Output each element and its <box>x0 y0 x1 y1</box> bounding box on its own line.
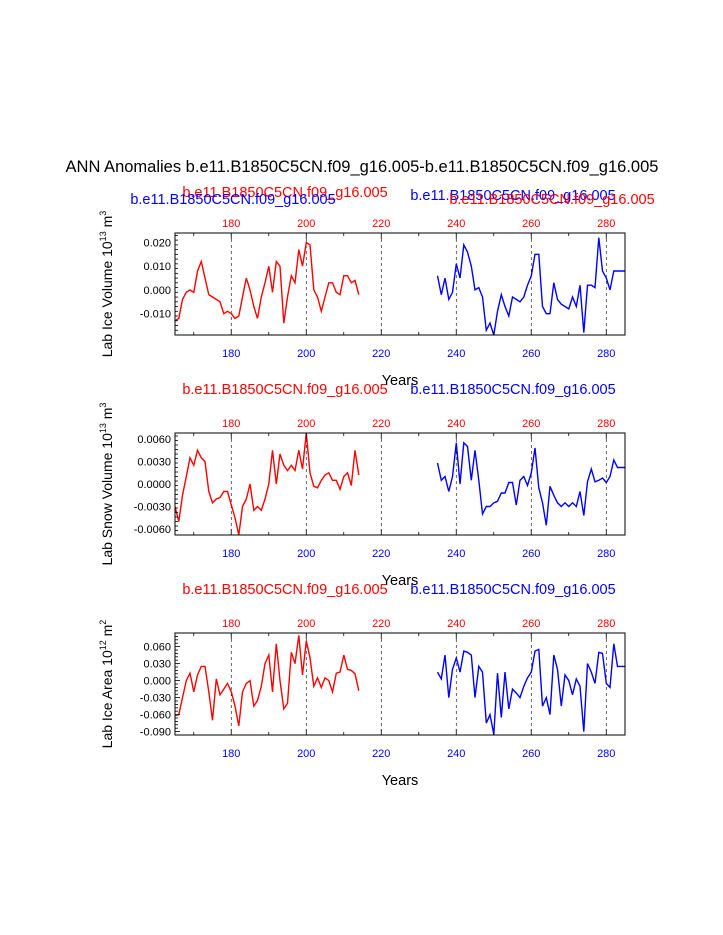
series-label-blue: b.e11.B1850C5CN.f09_g16.005 <box>410 188 615 204</box>
x-tick-label-top: 200 <box>297 218 315 230</box>
x-tick-label-bottom: 240 <box>447 548 465 560</box>
x-tick-label-bottom: 240 <box>447 348 465 360</box>
y-axis-label: Lab Ice Volume 1013 m3 <box>98 211 115 358</box>
x-tick-label-top: 280 <box>597 618 615 630</box>
x-tick-label-bottom: 200 <box>297 348 315 360</box>
y-tick-label: 0.0000 <box>137 479 171 491</box>
x-tick-label-top: 220 <box>372 218 390 230</box>
y-tick-label: 0.020 <box>143 237 171 249</box>
series-label-red-secondary: b.e11.B1850C5CN.f09_g16.005 <box>449 192 654 208</box>
series-line-blue <box>436 441 625 526</box>
plot-frame <box>174 432 626 536</box>
y-tick-label: 0.010 <box>143 261 171 273</box>
series-line-blue <box>436 643 625 735</box>
y-tick-label: 0.0060 <box>137 434 171 446</box>
x-tick-label-top: 180 <box>222 618 240 630</box>
x-tick-label-top: 260 <box>522 618 540 630</box>
series-line-red <box>175 635 360 727</box>
x-axis-label: Years <box>382 373 419 389</box>
x-tick-label-top: 280 <box>597 418 615 430</box>
chart-panels: 0.020 0.010 0.000 -0.010 180 180 200 200 220 220 2… <box>98 185 655 789</box>
panel-3: 0.060 0.030 0.000 -0.030 -0.060 -0.090 180 180 2… <box>98 582 626 789</box>
x-tick-label-bottom: 220 <box>372 348 390 360</box>
x-tick-label-bottom: 280 <box>597 548 615 560</box>
y-tick-label: 0.0030 <box>137 457 171 469</box>
series-label-blue: b.e11.B1850C5CN.f09_g16.005 <box>410 382 615 398</box>
plot-frame <box>174 632 626 736</box>
x-tick-label-bottom: 180 <box>222 548 240 560</box>
x-tick-label-top: 180 <box>222 418 240 430</box>
y-axis-label: Lab Ice Area 1012 m2 <box>98 620 115 749</box>
y-tick-label: 0.030 <box>143 659 171 671</box>
x-tick-label-bottom: 240 <box>447 748 465 760</box>
x-tick-label-top: 240 <box>447 618 465 630</box>
series-label-red: b.e11.B1850C5CN.f09_g16.005 <box>182 582 387 598</box>
y-tick-label: -0.060 <box>140 710 171 722</box>
y-axis-label: Lab Snow Volume 1013 m3 <box>98 403 115 566</box>
y-tick-label: 0.000 <box>143 676 171 688</box>
y-tick-label: 0.000 <box>143 285 171 297</box>
series-line-red <box>175 241 360 324</box>
x-tick-label-bottom: 260 <box>522 748 540 760</box>
y-tick-label: -0.0030 <box>134 502 171 514</box>
x-tick-label-top: 260 <box>522 218 540 230</box>
x-tick-label-bottom: 200 <box>297 548 315 560</box>
x-axis-label: Years <box>382 773 419 789</box>
y-tick-label: -0.030 <box>140 693 171 705</box>
x-tick-label-top: 220 <box>372 618 390 630</box>
x-tick-label-bottom: 260 <box>522 548 540 560</box>
x-tick-label-top: 220 <box>372 418 390 430</box>
y-tick-label: -0.0060 <box>134 524 171 536</box>
x-tick-label-bottom: 180 <box>222 348 240 360</box>
x-tick-label-bottom: 220 <box>372 548 390 560</box>
series-line-red <box>175 433 360 535</box>
x-tick-label-bottom: 280 <box>597 348 615 360</box>
x-tick-label-top: 200 <box>297 618 315 630</box>
y-tick-label: -0.010 <box>140 309 171 321</box>
series-line-blue <box>436 237 625 335</box>
x-tick-label-top: 240 <box>447 218 465 230</box>
x-tick-label-top: 200 <box>297 418 315 430</box>
figure-title: ANN Anomalies b.e11.B1850C5CN.f09_g16.00… <box>66 158 659 176</box>
x-tick-label-bottom: 220 <box>372 748 390 760</box>
x-tick-label-bottom: 260 <box>522 348 540 360</box>
x-tick-label-top: 180 <box>222 218 240 230</box>
panel-2: 0.0060 0.0030 0.0000 -0.0030 -0.0060 180 180 20… <box>98 382 626 589</box>
y-tick-label: 0.060 <box>143 642 171 654</box>
x-tick-label-top: 240 <box>447 418 465 430</box>
x-tick-label-bottom: 280 <box>597 748 615 760</box>
series-label-red: b.e11.B1850C5CN.f09_g16.005 <box>182 382 387 398</box>
x-tick-label-top: 260 <box>522 418 540 430</box>
x-tick-label-bottom: 200 <box>297 748 315 760</box>
x-tick-label-top: 280 <box>597 218 615 230</box>
plot-frame <box>174 232 626 336</box>
series-label-blue-secondary: b.e11.B1850C5CN.f09_g16.005 <box>130 192 335 208</box>
x-tick-label-bottom: 180 <box>222 748 240 760</box>
series-label-red: b.e11.B1850C5CN.f09_g16.005 <box>182 185 387 201</box>
series-label-blue: b.e11.B1850C5CN.f09_g16.005 <box>410 582 615 598</box>
x-axis-label: Years <box>382 573 419 589</box>
panel-1: 0.020 0.010 0.000 -0.010 180 180 200 200 220 220 2… <box>98 185 655 389</box>
y-tick-label: -0.090 <box>140 727 171 739</box>
